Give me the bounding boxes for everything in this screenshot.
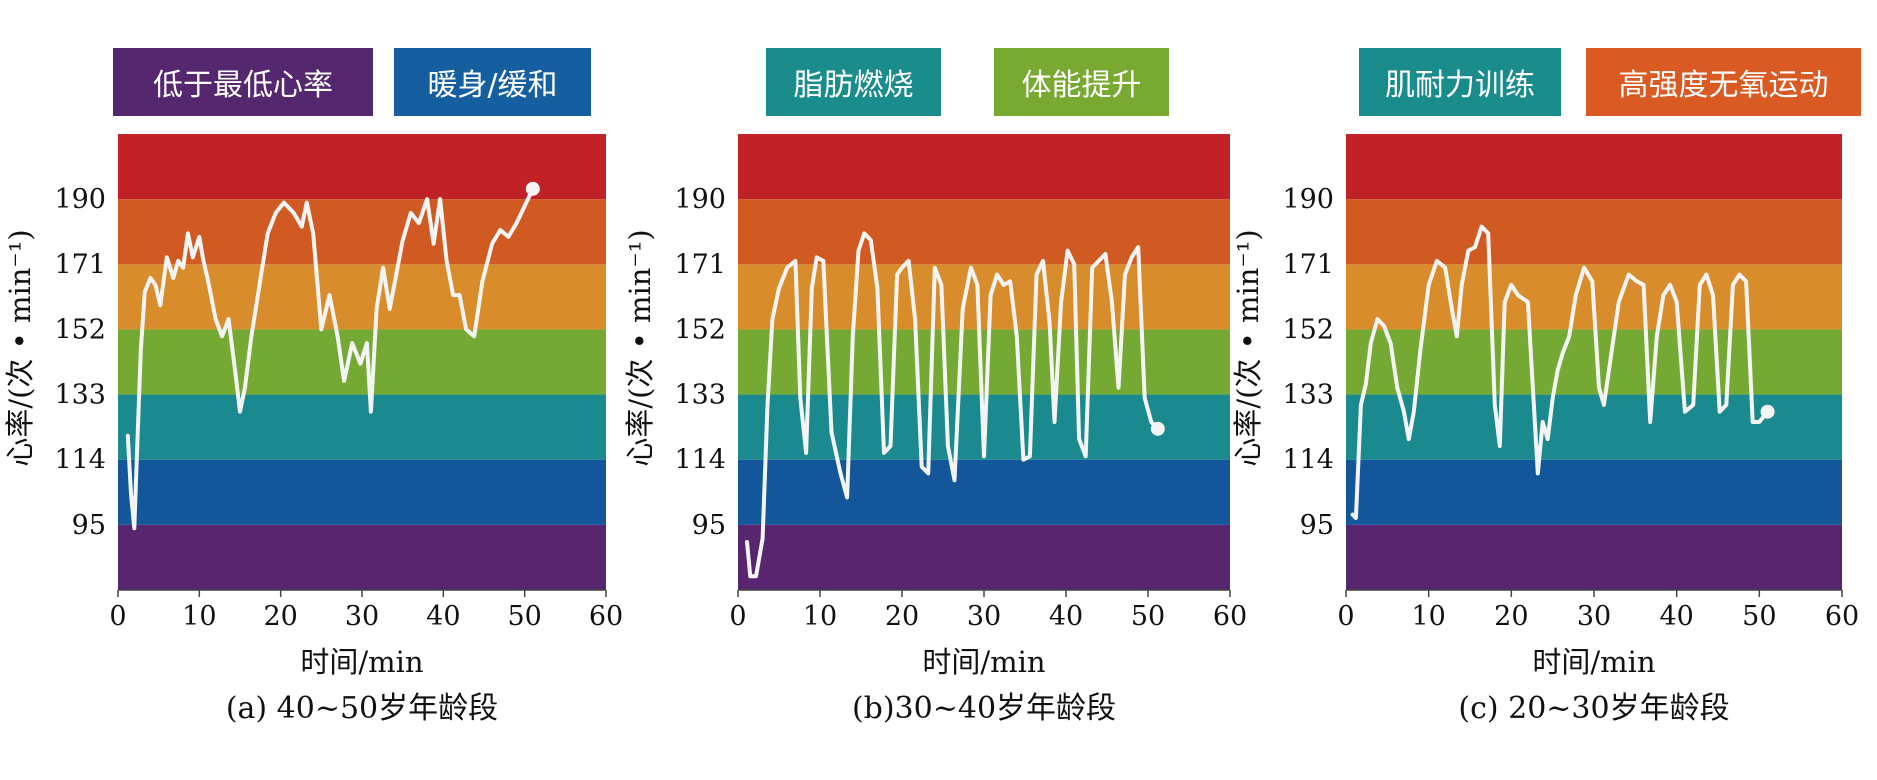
legend-item-endurance: 肌耐力训练 bbox=[1359, 48, 1561, 116]
zone-band-b-3 bbox=[738, 329, 1230, 395]
x-tick-label-b-6: 60 bbox=[1213, 601, 1247, 632]
x-axis-title-a: 时间/min bbox=[300, 645, 423, 679]
zone-band-c-6 bbox=[1346, 134, 1842, 200]
caption-a: (a) 40~50岁年龄段 bbox=[226, 691, 498, 726]
zone-band-b-1 bbox=[738, 459, 1230, 525]
legend-item-anaerobic: 高强度无氧运动 bbox=[1586, 48, 1861, 116]
x-tick-label-a-5: 50 bbox=[507, 601, 541, 632]
x-axis-title-b: 时间/min bbox=[922, 645, 1045, 679]
x-tick-label-b-4: 40 bbox=[1049, 601, 1083, 632]
y-tick-label-c-1: 114 bbox=[1282, 445, 1334, 476]
zone-band-c-1 bbox=[1346, 459, 1842, 525]
heart-rate-endpoint-c bbox=[1760, 404, 1775, 419]
x-tick-label-a-0: 0 bbox=[109, 601, 126, 632]
y-axis-title-a: 心率/(次 • min⁻¹) bbox=[3, 229, 37, 466]
x-tick-label-a-2: 20 bbox=[263, 601, 297, 632]
heart-rate-line-c bbox=[1350, 224, 1770, 520]
x-tick-label-b-0: 0 bbox=[729, 601, 746, 632]
x-tick-label-a-1: 10 bbox=[182, 601, 216, 632]
y-tick-label-b-3: 152 bbox=[674, 314, 726, 345]
y-tick-label-a-1: 114 bbox=[54, 445, 106, 476]
y-tick-label-b-2: 133 bbox=[674, 380, 726, 411]
y-tick-label-b-1: 114 bbox=[674, 445, 726, 476]
x-tick-label-b-2: 20 bbox=[885, 601, 919, 632]
y-tick-label-b-5: 190 bbox=[674, 184, 726, 215]
x-tick-label-c-5: 50 bbox=[1742, 601, 1776, 632]
y-tick-label-a-4: 171 bbox=[54, 249, 106, 280]
chart-panel-a: 95 114 133 152 171 190 0 10 20 30 40 50 60 时间/min 心率/(… bbox=[3, 134, 623, 726]
y-tick-label-b-0: 95 bbox=[692, 510, 726, 541]
y-tick-label-c-0: 95 bbox=[1300, 510, 1334, 541]
heart-rate-line-a bbox=[125, 186, 535, 531]
y-axis-title-b: 心率/(次 • min⁻¹) bbox=[623, 229, 657, 466]
y-tick-label-c-4: 171 bbox=[1282, 249, 1334, 280]
heart-rate-line-b bbox=[745, 231, 1160, 579]
zone-band-b-5 bbox=[738, 199, 1230, 265]
y-tick-label-b-4: 171 bbox=[674, 249, 726, 280]
zone-band-b-6 bbox=[738, 134, 1230, 200]
legend-item-fitness: 体能提升 bbox=[994, 48, 1169, 116]
legend-item-below-min: 低于最低心率 bbox=[113, 48, 373, 116]
heart-rate-endpoint-b bbox=[1150, 421, 1165, 436]
y-tick-label-a-5: 190 bbox=[54, 184, 106, 215]
y-axis-title-c: 心率/(次 • min⁻¹) bbox=[1231, 229, 1265, 466]
x-tick-label-b-5: 50 bbox=[1131, 601, 1165, 632]
y-tick-label-c-3: 152 bbox=[1282, 314, 1334, 345]
x-tick-label-c-3: 30 bbox=[1577, 601, 1611, 632]
caption-c: (c) 20~30岁年龄段 bbox=[1458, 691, 1729, 726]
zone-band-c-5 bbox=[1346, 199, 1842, 265]
x-tick-label-b-1: 10 bbox=[803, 601, 837, 632]
y-tick-label-c-5: 190 bbox=[1282, 184, 1334, 215]
y-tick-label-a-0: 95 bbox=[72, 510, 106, 541]
zone-band-a-2 bbox=[118, 394, 606, 460]
x-tick-label-c-6: 60 bbox=[1825, 601, 1859, 632]
x-tick-label-c-0: 0 bbox=[1337, 601, 1354, 632]
x-tick-label-c-2: 20 bbox=[1494, 601, 1528, 632]
zone-band-c-2 bbox=[1346, 394, 1842, 460]
x-tick-label-b-3: 30 bbox=[967, 601, 1001, 632]
caption-b: (b)30~40岁年龄段 bbox=[852, 691, 1116, 726]
zone-band-a-6 bbox=[118, 134, 606, 200]
x-tick-label-a-4: 40 bbox=[426, 601, 460, 632]
zone-band-c-3 bbox=[1346, 329, 1842, 395]
y-tick-label-a-2: 133 bbox=[54, 380, 106, 411]
zone-band-a-0 bbox=[118, 524, 606, 590]
y-tick-label-c-2: 133 bbox=[1282, 380, 1334, 411]
zone-band-b-0 bbox=[738, 524, 1230, 590]
chart-panel-b: 95 114 133 152 171 190 0 10 20 30 40 50 60 时间/min 心率/(… bbox=[623, 134, 1247, 726]
chart-panel-c: 95 114 133 152 171 190 0 10 20 30 40 50 60 时间/min 心率/(… bbox=[1231, 134, 1859, 726]
zone-band-a-4 bbox=[118, 264, 606, 330]
x-tick-label-c-1: 10 bbox=[1411, 601, 1445, 632]
x-tick-label-a-6: 60 bbox=[589, 601, 623, 632]
x-tick-label-a-3: 30 bbox=[345, 601, 379, 632]
legend-item-fat-burn: 脂肪燃烧 bbox=[766, 48, 941, 116]
x-axis-title-c: 时间/min bbox=[1532, 645, 1655, 679]
zone-band-a-1 bbox=[118, 459, 606, 525]
y-tick-label-a-3: 152 bbox=[54, 314, 106, 345]
zone-band-b-4 bbox=[738, 264, 1230, 330]
heart-rate-endpoint-a bbox=[525, 181, 540, 196]
x-tick-label-c-4: 40 bbox=[1659, 601, 1693, 632]
legend-item-warmup: 暖身/缓和 bbox=[394, 48, 591, 116]
zone-band-c-0 bbox=[1346, 524, 1842, 590]
